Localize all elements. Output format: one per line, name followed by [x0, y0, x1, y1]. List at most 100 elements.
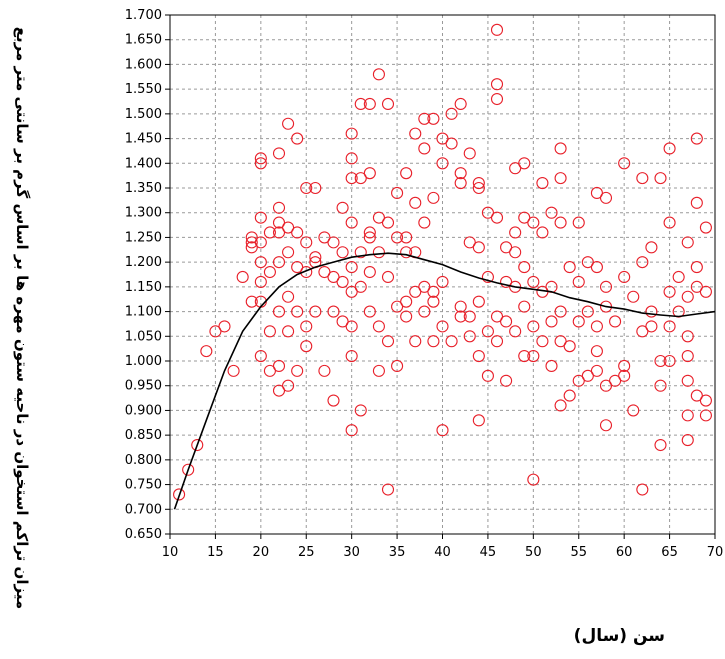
y-tick-label: 1.000	[125, 354, 162, 369]
data-point	[409, 196, 422, 209]
data-point	[400, 246, 413, 259]
data-point	[436, 424, 449, 437]
data-point	[445, 335, 458, 348]
data-point	[363, 265, 376, 279]
y-tick-label: 1.050	[125, 329, 162, 344]
x-tick-label: 20	[253, 545, 270, 560]
data-point	[527, 320, 540, 333]
data-point	[245, 236, 258, 249]
data-point	[681, 350, 694, 363]
data-point	[272, 226, 286, 239]
y-tick-label: 1.600	[125, 57, 162, 72]
data-point	[263, 265, 276, 279]
data-point	[263, 325, 276, 338]
data-point	[254, 157, 267, 170]
data-point	[681, 290, 694, 303]
x-tick-label: 30	[343, 545, 360, 560]
data-point	[282, 117, 295, 130]
data-point	[563, 340, 576, 353]
data-point	[454, 310, 467, 323]
data-point	[418, 216, 431, 229]
data-point	[400, 310, 413, 323]
data-point	[381, 216, 395, 229]
data-point	[272, 147, 286, 160]
data-point	[445, 107, 458, 120]
data-point	[681, 330, 694, 343]
data-point	[690, 261, 703, 274]
data-point	[681, 434, 694, 447]
data-point	[463, 330, 476, 343]
data-point	[436, 275, 449, 288]
y-tick-label: 0.700	[125, 502, 162, 517]
data-point	[200, 345, 213, 358]
data-point	[463, 236, 476, 249]
data-point	[454, 97, 467, 111]
data-point	[354, 246, 367, 259]
data-point	[481, 325, 494, 338]
data-point	[563, 261, 576, 274]
data-point	[263, 364, 276, 377]
x-tick-label: 65	[661, 545, 678, 560]
data-point	[500, 374, 513, 387]
data-point	[500, 241, 513, 254]
data-point	[363, 231, 376, 244]
y-tick-label: 0.950	[125, 379, 162, 394]
data-point	[381, 97, 395, 111]
y-tick-label: 1.200	[125, 255, 162, 270]
data-point	[627, 404, 640, 417]
data-point	[599, 191, 613, 204]
data-point	[490, 310, 504, 323]
data-point	[300, 340, 313, 353]
data-point	[254, 211, 267, 224]
data-point	[418, 142, 431, 155]
data-point	[391, 359, 404, 372]
data-point	[545, 359, 558, 372]
data-point	[391, 231, 404, 244]
y-tick-label: 1.550	[125, 82, 162, 97]
data-point	[391, 186, 404, 199]
data-point	[609, 374, 622, 387]
x-tick-label: 25	[298, 545, 315, 560]
data-point	[590, 345, 603, 358]
data-point	[663, 354, 676, 368]
data-point	[599, 280, 613, 293]
data-point	[409, 127, 422, 140]
data-point	[272, 216, 286, 229]
data-point	[345, 261, 358, 274]
x-tick-label: 55	[570, 545, 587, 560]
data-point	[418, 112, 431, 125]
data-point	[590, 364, 603, 377]
data-point	[282, 379, 295, 392]
data-point	[627, 290, 640, 303]
data-point	[699, 285, 712, 298]
data-point	[272, 305, 286, 318]
data-point	[309, 251, 322, 264]
data-point	[636, 256, 649, 269]
data-point	[245, 295, 258, 308]
y-tick-label: 1.250	[125, 230, 162, 245]
data-point	[500, 315, 513, 328]
y-tick-label: 0.750	[125, 478, 162, 493]
data-point	[381, 483, 395, 496]
data-point	[518, 350, 531, 363]
data-point	[618, 369, 631, 382]
data-point	[318, 364, 331, 377]
x-tick-label: 35	[389, 545, 406, 560]
data-point	[345, 320, 358, 333]
data-point	[609, 315, 622, 328]
y-tick-label: 1.400	[125, 156, 162, 171]
x-tick-label: 45	[480, 545, 497, 560]
data-point	[445, 137, 458, 150]
data-point	[218, 320, 231, 333]
data-point	[363, 226, 376, 239]
data-point	[291, 305, 304, 318]
y-tick-label: 0.900	[125, 403, 162, 418]
data-point	[282, 290, 295, 303]
data-point	[454, 167, 467, 180]
data-point	[672, 270, 685, 284]
data-point	[454, 177, 467, 190]
data-point	[272, 201, 286, 214]
data-point	[381, 335, 395, 348]
data-point	[209, 325, 222, 338]
data-point	[173, 488, 186, 501]
